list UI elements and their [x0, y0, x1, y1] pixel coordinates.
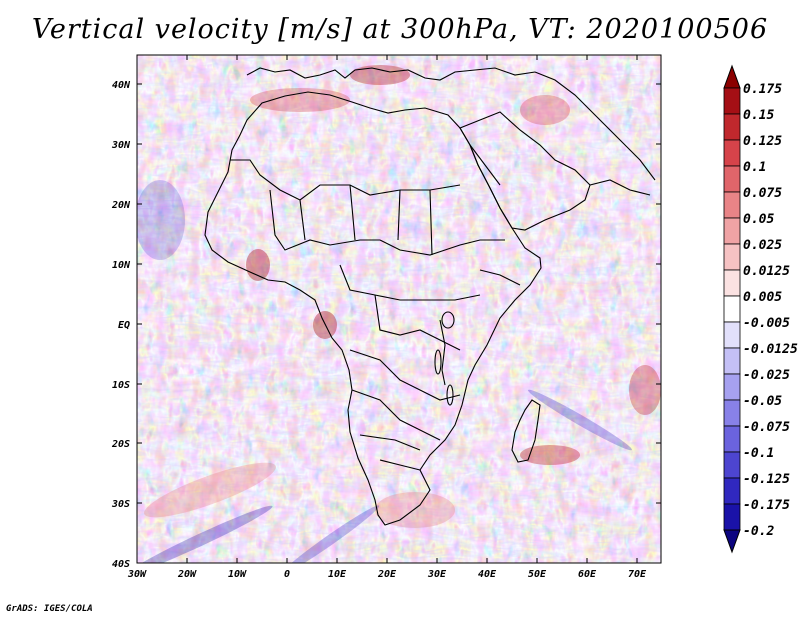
- colorbar-label: -0.0125: [743, 342, 798, 357]
- velocity-field: [137, 55, 661, 563]
- x-tick-label: 20E: [377, 569, 397, 580]
- plot-frame: [136, 54, 662, 564]
- colorbar-label: 0.125: [743, 134, 782, 149]
- colorbar-swatch: [723, 399, 741, 427]
- colorbar-label: -0.005: [743, 316, 790, 331]
- colorbar-arrow-bottom: [723, 529, 741, 554]
- colorbar-swatch: [723, 165, 741, 193]
- colorbar-swatch: [723, 503, 741, 531]
- colorbar-label: -0.025: [743, 368, 790, 383]
- x-tick-label: 0: [284, 569, 290, 580]
- y-axis: [137, 83, 661, 504]
- x-tick-label: 30E: [427, 569, 447, 580]
- colorbar-label: 0.0125: [743, 264, 790, 279]
- y-tick-label: 40S: [112, 559, 130, 570]
- x-tick-label: 60E: [578, 569, 597, 580]
- colorbar-label: -0.2: [743, 524, 774, 539]
- colorbar-swatch: [723, 321, 741, 349]
- colorbar-swatch: [723, 191, 741, 219]
- colorbar-swatch: [723, 425, 741, 453]
- colorbar-swatch: [723, 477, 741, 505]
- colorbar-label: -0.1: [743, 446, 774, 461]
- colorbar-label: -0.075: [743, 420, 790, 435]
- y-tick-label: EQ: [118, 320, 130, 331]
- y-tick-label: 30S: [111, 499, 130, 510]
- y-tick-label: 10S: [112, 380, 130, 391]
- colorbar-label: 0.075: [743, 186, 782, 201]
- colorbar-swatch: [723, 113, 741, 141]
- y-tick-label: 10N: [112, 260, 131, 271]
- colorbar-label: 0.175: [743, 82, 782, 97]
- colorbar-arrow-top: [723, 64, 741, 89]
- y-tick-label: 40N: [112, 80, 131, 91]
- colorbar-swatch: [723, 347, 741, 375]
- x-axis: [186, 55, 638, 563]
- y-tick-label: 20S: [111, 439, 130, 450]
- x-tick-label: 50E: [528, 569, 547, 580]
- colorbar-label: 0.025: [743, 238, 782, 253]
- colorbar-swatch: [723, 243, 741, 271]
- coastlines: [204, 67, 656, 526]
- colorbar-label: -0.175: [743, 498, 790, 513]
- colorbar: 0.175 0.15 0.125 0.1 0.075 0.05 0.025 0.0125 0.0…: [723, 64, 798, 554]
- colorbar-swatch: [723, 139, 741, 167]
- y-tick-label: 30N: [111, 140, 131, 151]
- colorbar-swatch: [723, 373, 741, 401]
- x-tick-label: 20W: [177, 569, 197, 580]
- colorbar-swatch: [723, 269, 741, 297]
- x-tick-label: 40E: [478, 569, 497, 580]
- footer-credit: GrADS: IGES/COLA: [6, 604, 93, 614]
- y-tick-label: 20N: [111, 200, 131, 211]
- x-tick-label: 70E: [628, 569, 647, 580]
- x-tick-label: 10E: [328, 569, 347, 580]
- chart-title: Vertical velocity [m/s] at 300hPa, VT: 2…: [31, 14, 769, 45]
- colorbar-swatch: [723, 295, 741, 323]
- colorbar-label: -0.05: [743, 394, 782, 409]
- colorbar-label: 0.05: [743, 212, 774, 227]
- colorbar-label: 0.1: [743, 160, 766, 175]
- colorbar-label: 0.15: [743, 108, 774, 123]
- colorbar-label: 0.005: [743, 290, 782, 305]
- x-tick-label: 30W: [127, 569, 147, 580]
- colorbar-swatch: [723, 217, 741, 245]
- colorbar-swatch: [723, 87, 741, 115]
- colorbar-swatch: [723, 451, 741, 479]
- colorbar-label: -0.125: [743, 472, 790, 487]
- x-tick-label: 10W: [228, 569, 247, 580]
